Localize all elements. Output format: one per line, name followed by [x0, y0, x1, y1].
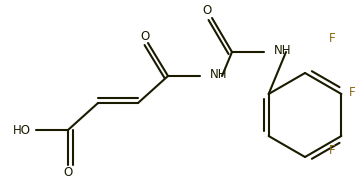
- Text: F: F: [329, 32, 336, 44]
- Text: O: O: [141, 29, 150, 43]
- Text: F: F: [329, 143, 336, 156]
- Text: NH: NH: [274, 43, 292, 57]
- Text: HO: HO: [13, 123, 31, 136]
- Text: O: O: [202, 5, 211, 18]
- Text: NH: NH: [210, 67, 228, 81]
- Text: F: F: [349, 85, 356, 98]
- Text: O: O: [63, 167, 73, 180]
